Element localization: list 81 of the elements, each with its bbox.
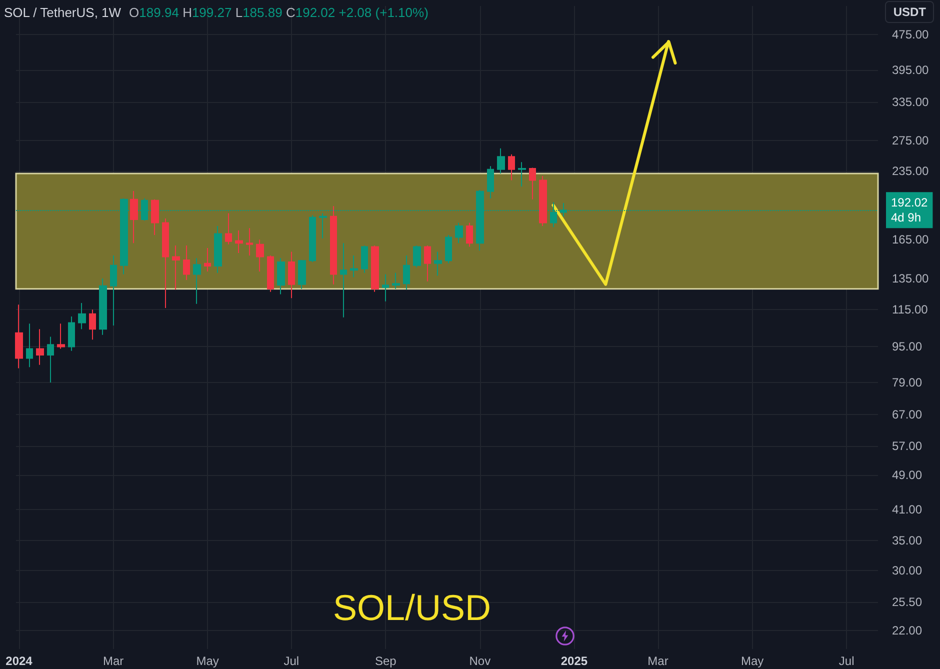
candlestick (371, 245, 379, 292)
candlestick (330, 206, 337, 285)
y-tick-label: 115.00 (892, 302, 928, 317)
candlestick (361, 245, 368, 274)
candlestick (204, 248, 211, 272)
candlestick (256, 239, 264, 272)
candlestick (130, 190, 138, 244)
candlestick (497, 148, 505, 174)
y-tick-label: 49.00 (892, 468, 922, 482)
candlestick (319, 212, 327, 239)
x-tick-label: Nov (469, 654, 491, 668)
candlestick (193, 258, 201, 304)
y-tick-label: 67.00 (892, 407, 922, 422)
candlestick (403, 255, 410, 290)
candlestick (235, 230, 243, 254)
y-tick-label: 395.00 (892, 63, 930, 78)
candlestick (162, 218, 169, 308)
x-tick-label: 2025 (560, 654, 588, 668)
candlestick (529, 167, 536, 200)
annotation: SOL/USD (333, 587, 492, 628)
candlestick (288, 251, 295, 299)
x-tick-label: Mar (102, 654, 124, 668)
chart-title: SOL / TetherUS, 1W (4, 5, 122, 20)
candlestick (413, 245, 421, 268)
candlestick (225, 212, 232, 245)
candlestick (57, 323, 65, 350)
candlestick (214, 225, 222, 274)
candlestick (183, 245, 190, 280)
candlestick (434, 251, 442, 276)
candlestick (350, 255, 358, 278)
text: O189.94 H199.27 L185.89 C192.02 +2.08 (+1.10%) (129, 5, 428, 20)
y-tick-label: 275.00 (892, 133, 930, 148)
candlestick (68, 316, 75, 352)
candlestick (110, 255, 117, 326)
y-tick-label: 30.00 (892, 563, 922, 578)
x-tick-label: Jul (838, 654, 854, 668)
candlestick (47, 336, 54, 383)
candlestick (99, 278, 107, 336)
candlestick (455, 222, 463, 244)
candlestick (445, 234, 452, 264)
candlestick (36, 328, 44, 366)
candlestick (382, 274, 389, 302)
candlestick (298, 260, 306, 290)
candlestick (539, 175, 547, 226)
y-tick-label: 335.00 (892, 95, 930, 110)
candlestick (172, 245, 180, 290)
y-tick-label: 165.00 (892, 232, 930, 247)
y-tick-label: 57.00 (892, 438, 922, 453)
y-tick-label: 35.00 (892, 533, 922, 548)
candlestick (15, 304, 23, 369)
candlestick (78, 302, 86, 330)
x-tick-label: Jul (284, 654, 300, 668)
ref-line-label: 192.02 4d 9h (891, 196, 928, 225)
x-tick-label: 2024 (6, 654, 33, 668)
y-tick-label: 25.50 (892, 594, 922, 609)
y-tick-label: 135.00 (892, 272, 930, 286)
x-tick-label: May (740, 654, 764, 668)
candlestick (151, 198, 159, 236)
y-tick-label: 475.00 (892, 27, 930, 42)
x-tick-label: May (196, 654, 219, 668)
y-tick-label: 22.00 (892, 624, 922, 638)
candlestick (267, 255, 274, 292)
text: USDT (885, 1, 934, 23)
candlestick (246, 228, 253, 256)
candlestick (518, 162, 526, 187)
candlestick (487, 166, 494, 199)
x-tick-label: Sep (374, 654, 397, 668)
candlestick (89, 309, 96, 340)
candlestick (340, 242, 347, 318)
y-tick-label: 235.00 (892, 164, 930, 178)
y-tick-label: 79.00 (892, 375, 922, 390)
candlestick (26, 323, 33, 368)
y-tick-label: 41.00 (892, 502, 922, 517)
candlestick (508, 154, 515, 181)
y-tick-label: 95.00 (892, 340, 922, 354)
candlestick (392, 272, 400, 290)
x-tick-label: Mar (648, 654, 668, 668)
candlestick (424, 245, 431, 282)
candlestick (309, 214, 316, 262)
candlestick (277, 258, 285, 295)
candlestick (466, 222, 473, 248)
